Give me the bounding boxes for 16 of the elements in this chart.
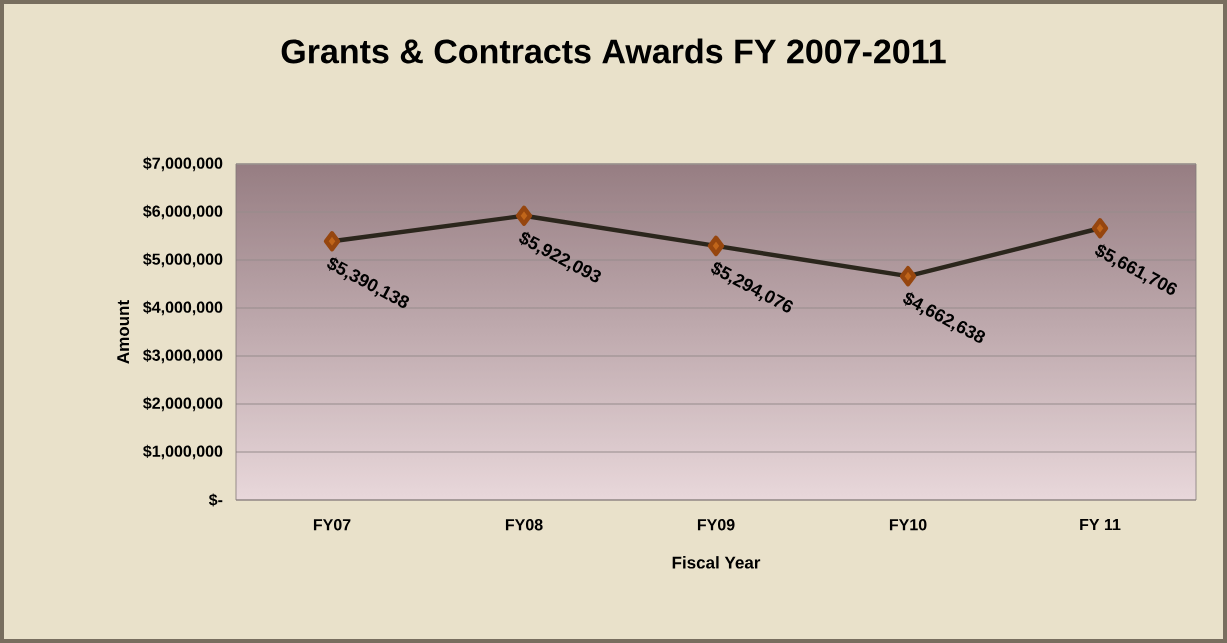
y-tick-label: $6,000,000 [143, 204, 223, 220]
y-tick-label: $3,000,000 [143, 348, 223, 364]
y-tick-label: $2,000,000 [143, 396, 223, 412]
x-tick-label: FY 11 [1080, 519, 1121, 531]
y-axis-title: Amount [117, 300, 130, 364]
y-tick-label: $- [208, 493, 223, 507]
y-tick-label: $4,000,000 [143, 300, 223, 316]
y-tick-label: $5,000,000 [143, 252, 223, 268]
x-tick-label: FY09 [697, 519, 735, 531]
x-tick-label: FY07 [313, 519, 351, 531]
y-tick-label: $1,000,000 [143, 444, 223, 460]
y-tick-label: $7,000,000 [143, 156, 223, 172]
x-tick-label: FY08 [505, 519, 543, 531]
x-tick-label: FY10 [889, 519, 927, 531]
chart-title: Grants & Contracts Awards FY 2007-2011 [281, 38, 946, 64]
x-axis-title: Fiscal Year [672, 556, 761, 569]
